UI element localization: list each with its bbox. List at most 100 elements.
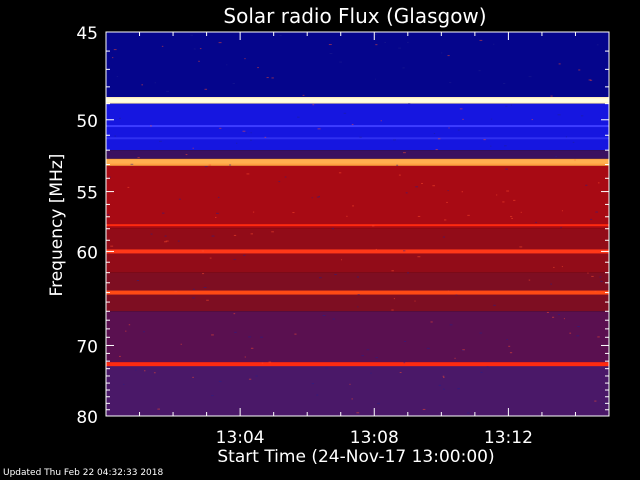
spectrogram-background <box>106 32 609 416</box>
noise-181 <box>233 259 236 261</box>
noise-210 <box>576 335 580 337</box>
noise-223 <box>113 49 117 51</box>
noise-43 <box>153 372 156 374</box>
noise-204 <box>178 198 181 200</box>
noise-230 <box>555 155 558 157</box>
noise-79 <box>157 408 160 410</box>
noise-96 <box>214 216 217 218</box>
noise-110 <box>589 79 593 81</box>
noise-130 <box>408 103 411 105</box>
noise-131 <box>384 42 387 44</box>
noise-30 <box>403 362 406 364</box>
noise-240 <box>136 279 140 281</box>
noise-26 <box>149 125 152 127</box>
noise-83 <box>561 210 563 212</box>
y-tick-label-2: 55 <box>76 184 98 204</box>
noise-236 <box>398 174 401 176</box>
noise-98 <box>318 195 320 197</box>
noise-18 <box>414 300 416 302</box>
noise-34 <box>446 201 448 203</box>
noise-31 <box>233 234 237 236</box>
noise-76 <box>371 225 375 227</box>
noise-149 <box>588 79 591 81</box>
noise-36 <box>165 240 169 242</box>
noise-228 <box>392 139 396 141</box>
noise-252 <box>502 201 505 203</box>
noise-159 <box>150 233 153 235</box>
noise-242 <box>440 52 443 54</box>
noise-64 <box>459 108 463 110</box>
noise-205 <box>443 376 445 378</box>
noise-209 <box>193 48 196 50</box>
band-0 <box>106 32 609 98</box>
noise-108 <box>590 218 593 220</box>
noise-84 <box>166 90 170 92</box>
noise-24 <box>201 250 205 252</box>
noise-189 <box>340 259 343 261</box>
noise-219 <box>164 235 167 237</box>
noise-22 <box>432 185 436 187</box>
noise-32 <box>444 219 447 221</box>
noise-254 <box>560 227 562 229</box>
noise-255 <box>574 159 576 161</box>
noise-20 <box>351 398 353 400</box>
noise-158 <box>243 254 246 256</box>
noise-140 <box>204 166 208 168</box>
noise-183 <box>550 95 553 97</box>
noise-227 <box>359 136 362 138</box>
noise-160 <box>211 235 215 237</box>
noise-222 <box>144 370 146 372</box>
noise-147 <box>192 288 195 290</box>
noise-148 <box>603 402 607 404</box>
noise-28 <box>311 197 313 199</box>
noise-112 <box>244 58 246 60</box>
noise-77 <box>250 132 252 134</box>
noise-29 <box>462 349 465 351</box>
noise-201 <box>255 375 258 377</box>
y-tick-label-4: 70 <box>76 337 98 357</box>
noise-5 <box>162 212 165 214</box>
noise-233 <box>128 324 131 326</box>
noise-197 <box>322 315 326 317</box>
noise-224 <box>317 128 321 130</box>
noise-68 <box>199 48 202 50</box>
noise-71 <box>266 77 269 79</box>
noise-40 <box>154 82 156 84</box>
x-axis: 13:04 13:08 13:12 <box>139 32 576 448</box>
noise-217 <box>438 384 442 386</box>
noise-97 <box>114 135 117 137</box>
noise-4 <box>211 334 214 336</box>
noise-3 <box>505 105 508 107</box>
noise-172 <box>506 190 510 192</box>
noise-139 <box>490 145 492 147</box>
noise-99 <box>558 63 561 65</box>
noise-221 <box>198 60 200 62</box>
noise-37 <box>366 349 370 351</box>
noise-51 <box>403 152 406 154</box>
noise-1 <box>447 290 450 292</box>
noise-44 <box>219 127 222 129</box>
noise-145 <box>357 306 359 308</box>
plot-frame <box>105 31 610 417</box>
noise-239 <box>417 215 421 217</box>
noise-173 <box>546 311 549 313</box>
noise-91 <box>245 132 247 134</box>
noise-69 <box>356 276 359 278</box>
noise-132 <box>531 119 533 121</box>
emission-line-7 <box>106 362 609 367</box>
noise-184 <box>375 248 377 250</box>
noise-226 <box>479 332 483 334</box>
noise-196 <box>112 57 114 59</box>
noise-62 <box>218 380 222 382</box>
noise-202 <box>319 277 322 279</box>
noise-136 <box>553 266 555 268</box>
noise-75 <box>594 290 597 292</box>
y-tick-label-3: 60 <box>76 243 98 263</box>
noise-138 <box>479 39 483 41</box>
noise-180 <box>357 294 360 296</box>
noise-45 <box>233 313 236 315</box>
noise-168 <box>504 145 507 147</box>
noise-72 <box>496 194 498 196</box>
chart-title: Solar radio Flux (Glasgow) <box>223 4 486 28</box>
noise-19 <box>331 228 335 230</box>
